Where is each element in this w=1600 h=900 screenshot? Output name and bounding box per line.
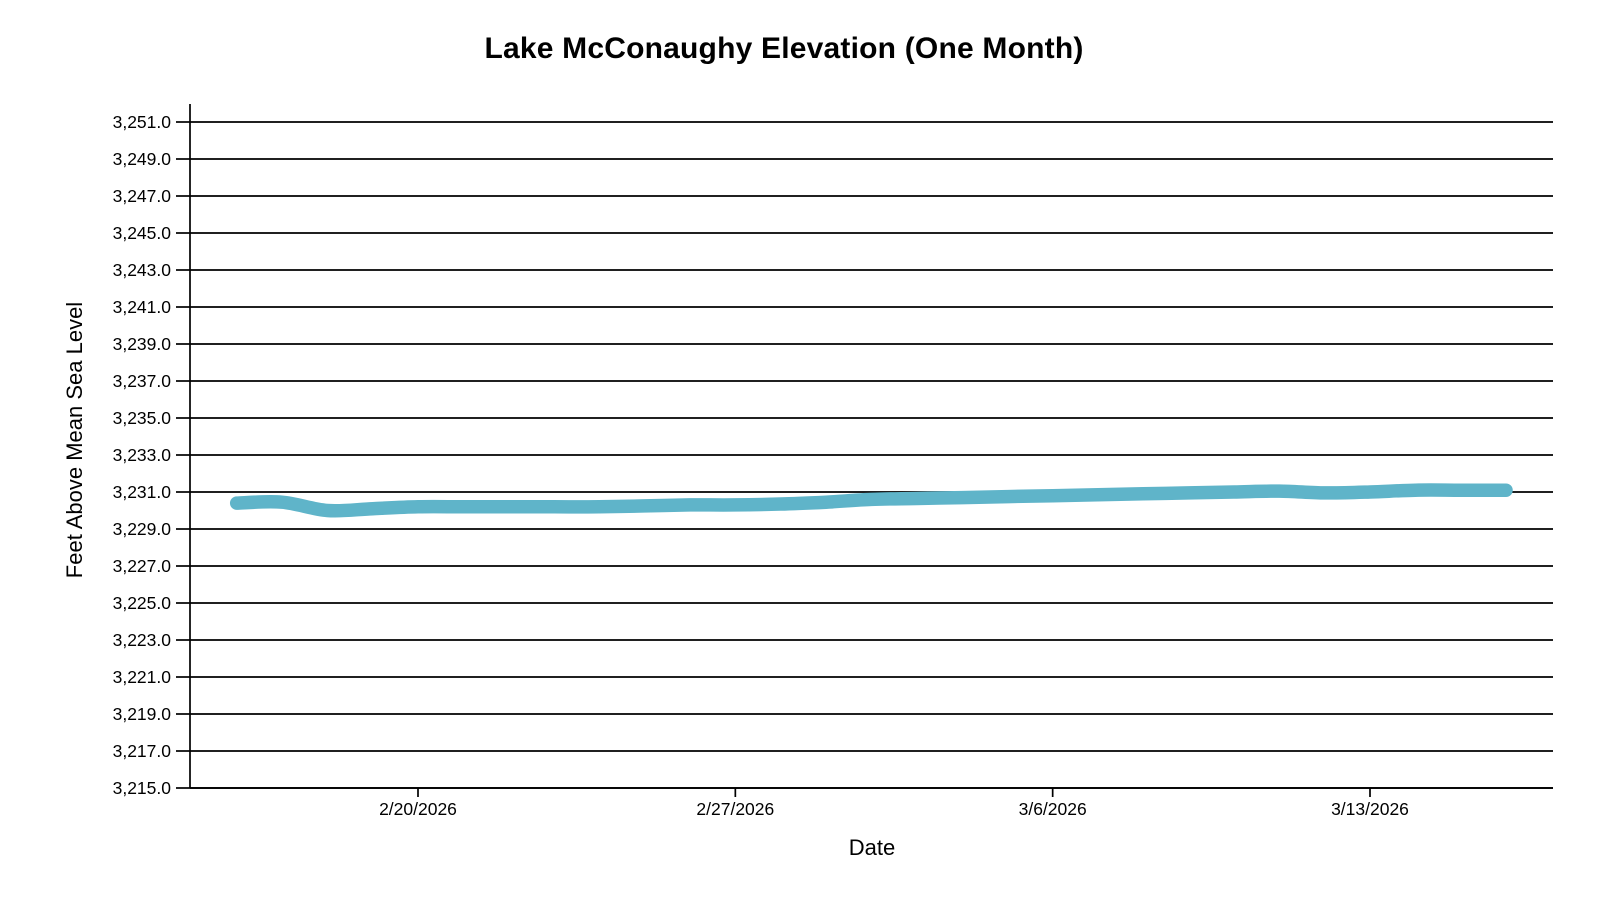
elevation-data-line xyxy=(229,483,1513,518)
y-tick-label: 3,251.0 xyxy=(113,112,172,132)
y-tick-label: 3,237.0 xyxy=(113,371,172,391)
y-tick-label: 3,227.0 xyxy=(113,556,172,576)
x-tick-label: 3/6/2026 xyxy=(1019,799,1087,819)
chart-title: Lake McConaughy Elevation (One Month) xyxy=(484,32,1084,65)
y-tick-label: 3,225.0 xyxy=(113,593,172,613)
y-tick-label: 3,215.0 xyxy=(113,778,172,798)
x-axis-title: Date xyxy=(848,835,896,860)
y-tick-label: 3,217.0 xyxy=(113,741,172,761)
y-tick-label: 3,219.0 xyxy=(113,704,172,724)
y-tick-label: 3,245.0 xyxy=(113,223,172,243)
y-tick-label: 3,235.0 xyxy=(113,408,172,428)
y-tick-label: 3,241.0 xyxy=(113,297,172,317)
y-tick-label: 3,231.0 xyxy=(113,482,172,502)
y-tick-label: 3,247.0 xyxy=(113,186,172,206)
y-tick-label: 3,239.0 xyxy=(113,334,172,354)
y-tick-label: 3,223.0 xyxy=(113,630,172,650)
y-tick-label: 3,221.0 xyxy=(113,667,172,687)
y-tick-label: 3,243.0 xyxy=(113,260,172,280)
y-tick-label: 3,229.0 xyxy=(113,519,172,539)
x-tick-label: 2/20/2026 xyxy=(379,799,457,819)
y-tick-label: 3,249.0 xyxy=(113,149,172,169)
x-tick-label: 3/13/2026 xyxy=(1331,799,1409,819)
y-tick-label: 3,233.0 xyxy=(113,445,172,465)
x-tick-label: 2/27/2026 xyxy=(696,799,774,819)
